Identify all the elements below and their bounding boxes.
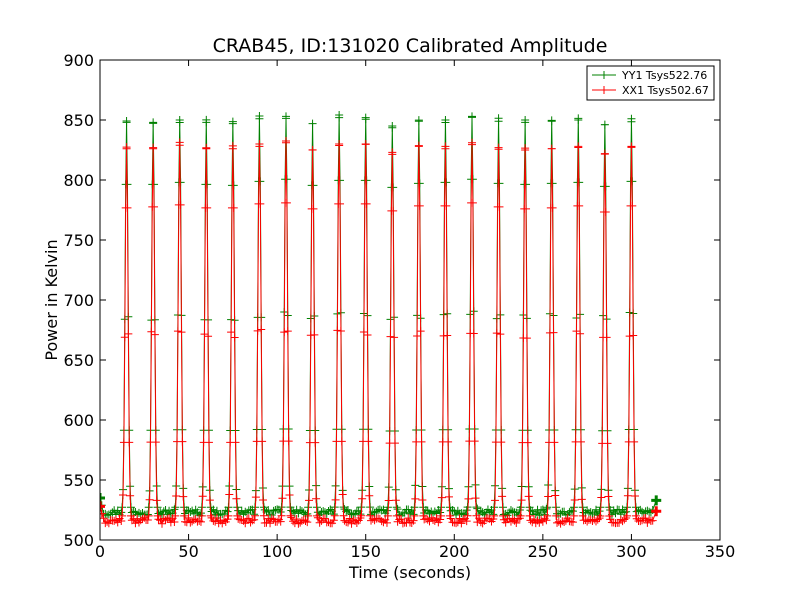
y-tick-label: 550 [63,471,94,490]
end-marker [100,493,105,503]
data-point [497,120,500,122]
y-tick-label: 700 [63,291,94,310]
y-tick-label: 750 [63,231,94,250]
x-tick-label: 200 [439,542,470,561]
series-2 [100,137,662,528]
data-point [364,143,367,145]
data-point [604,124,606,126]
data-point [524,149,526,151]
legend: YY1 Tsys522.76 XX1 Tsys502.67 [586,65,715,101]
legend-marker [600,71,608,79]
end-marker [100,501,105,512]
data-point [418,145,420,148]
data-point [178,119,181,121]
data-point [471,115,473,118]
data-point [444,119,447,121]
y-axis-title: Power in Kelvin [42,239,61,360]
x-tick-label: 300 [616,542,647,561]
x-tick-label: 50 [178,542,198,561]
data-point [125,148,128,150]
data-point [125,121,128,124]
data-point [550,148,553,150]
data-point [630,118,633,120]
y-tick-label: 650 [63,351,94,370]
data-point [338,116,340,119]
data-point [285,142,287,144]
data-point [232,122,234,125]
end-marker [651,506,662,517]
x-tick-label: 350 [705,542,736,561]
data-point [497,146,500,149]
axes-layer: 0 50 100 150 200 250 300 350 500 550 600 650 700 750 8… [63,51,735,561]
x-tick-label: 150 [350,542,381,561]
data-point [577,119,580,121]
data-point [152,121,154,124]
data-point [205,121,208,124]
x-tick-label: 100 [262,542,293,561]
x-tick-label: 0 [95,542,105,561]
data-point [258,143,261,145]
data-point [630,145,633,148]
y-tick-label: 800 [63,171,94,190]
data-point [311,149,314,151]
y-tick-label: 600 [63,411,94,430]
data-point [444,145,447,148]
x-tick-label: 250 [528,542,559,561]
chart-title: CRAB45, ID:131020 Calibrated Amplitude [213,35,608,57]
data-point [338,143,340,145]
data-point [205,148,208,150]
series-layer [100,111,662,528]
data-point [391,151,394,154]
y-tick-label: 850 [63,111,94,130]
y-tick-label: 500 [63,531,94,550]
data-point [152,146,154,149]
end-marker [651,495,662,506]
data-point [285,115,287,118]
x-axis-title: Time (seconds) [348,563,471,582]
data-point [604,152,606,155]
y-tick-label: 900 [63,51,94,70]
data-point [178,144,181,146]
data-point [577,145,580,148]
data-point [524,121,526,124]
data-point [391,125,394,127]
data-point [418,120,420,122]
data-point [471,142,473,144]
data-point [232,148,234,150]
legend-marker [600,86,608,94]
legend-box [586,65,715,101]
data-point [311,122,314,125]
data-point [550,120,553,122]
legend-label: XX1 Tsys502.67 [622,84,709,97]
data-point [258,118,261,120]
legend-label: YY1 Tsys522.76 [621,69,707,82]
data-point [364,116,367,119]
